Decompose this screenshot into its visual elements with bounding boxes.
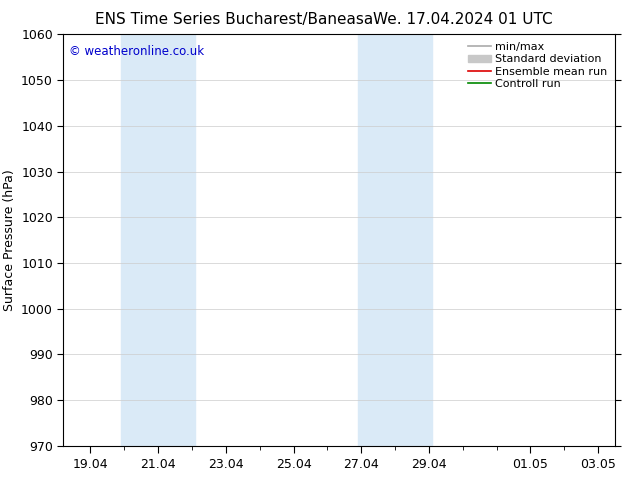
- Text: ENS Time Series Bucharest/Baneasa: ENS Time Series Bucharest/Baneasa: [96, 12, 373, 27]
- Bar: [121, 34, 195, 446]
- Bar: [358, 34, 432, 446]
- Text: We. 17.04.2024 01 UTC: We. 17.04.2024 01 UTC: [373, 12, 553, 27]
- Legend: min/max, Standard deviation, Ensemble mean run, Controll run: min/max, Standard deviation, Ensemble me…: [464, 38, 612, 93]
- Y-axis label: Surface Pressure (hPa): Surface Pressure (hPa): [3, 169, 16, 311]
- Text: © weatheronline.co.uk: © weatheronline.co.uk: [69, 45, 204, 58]
